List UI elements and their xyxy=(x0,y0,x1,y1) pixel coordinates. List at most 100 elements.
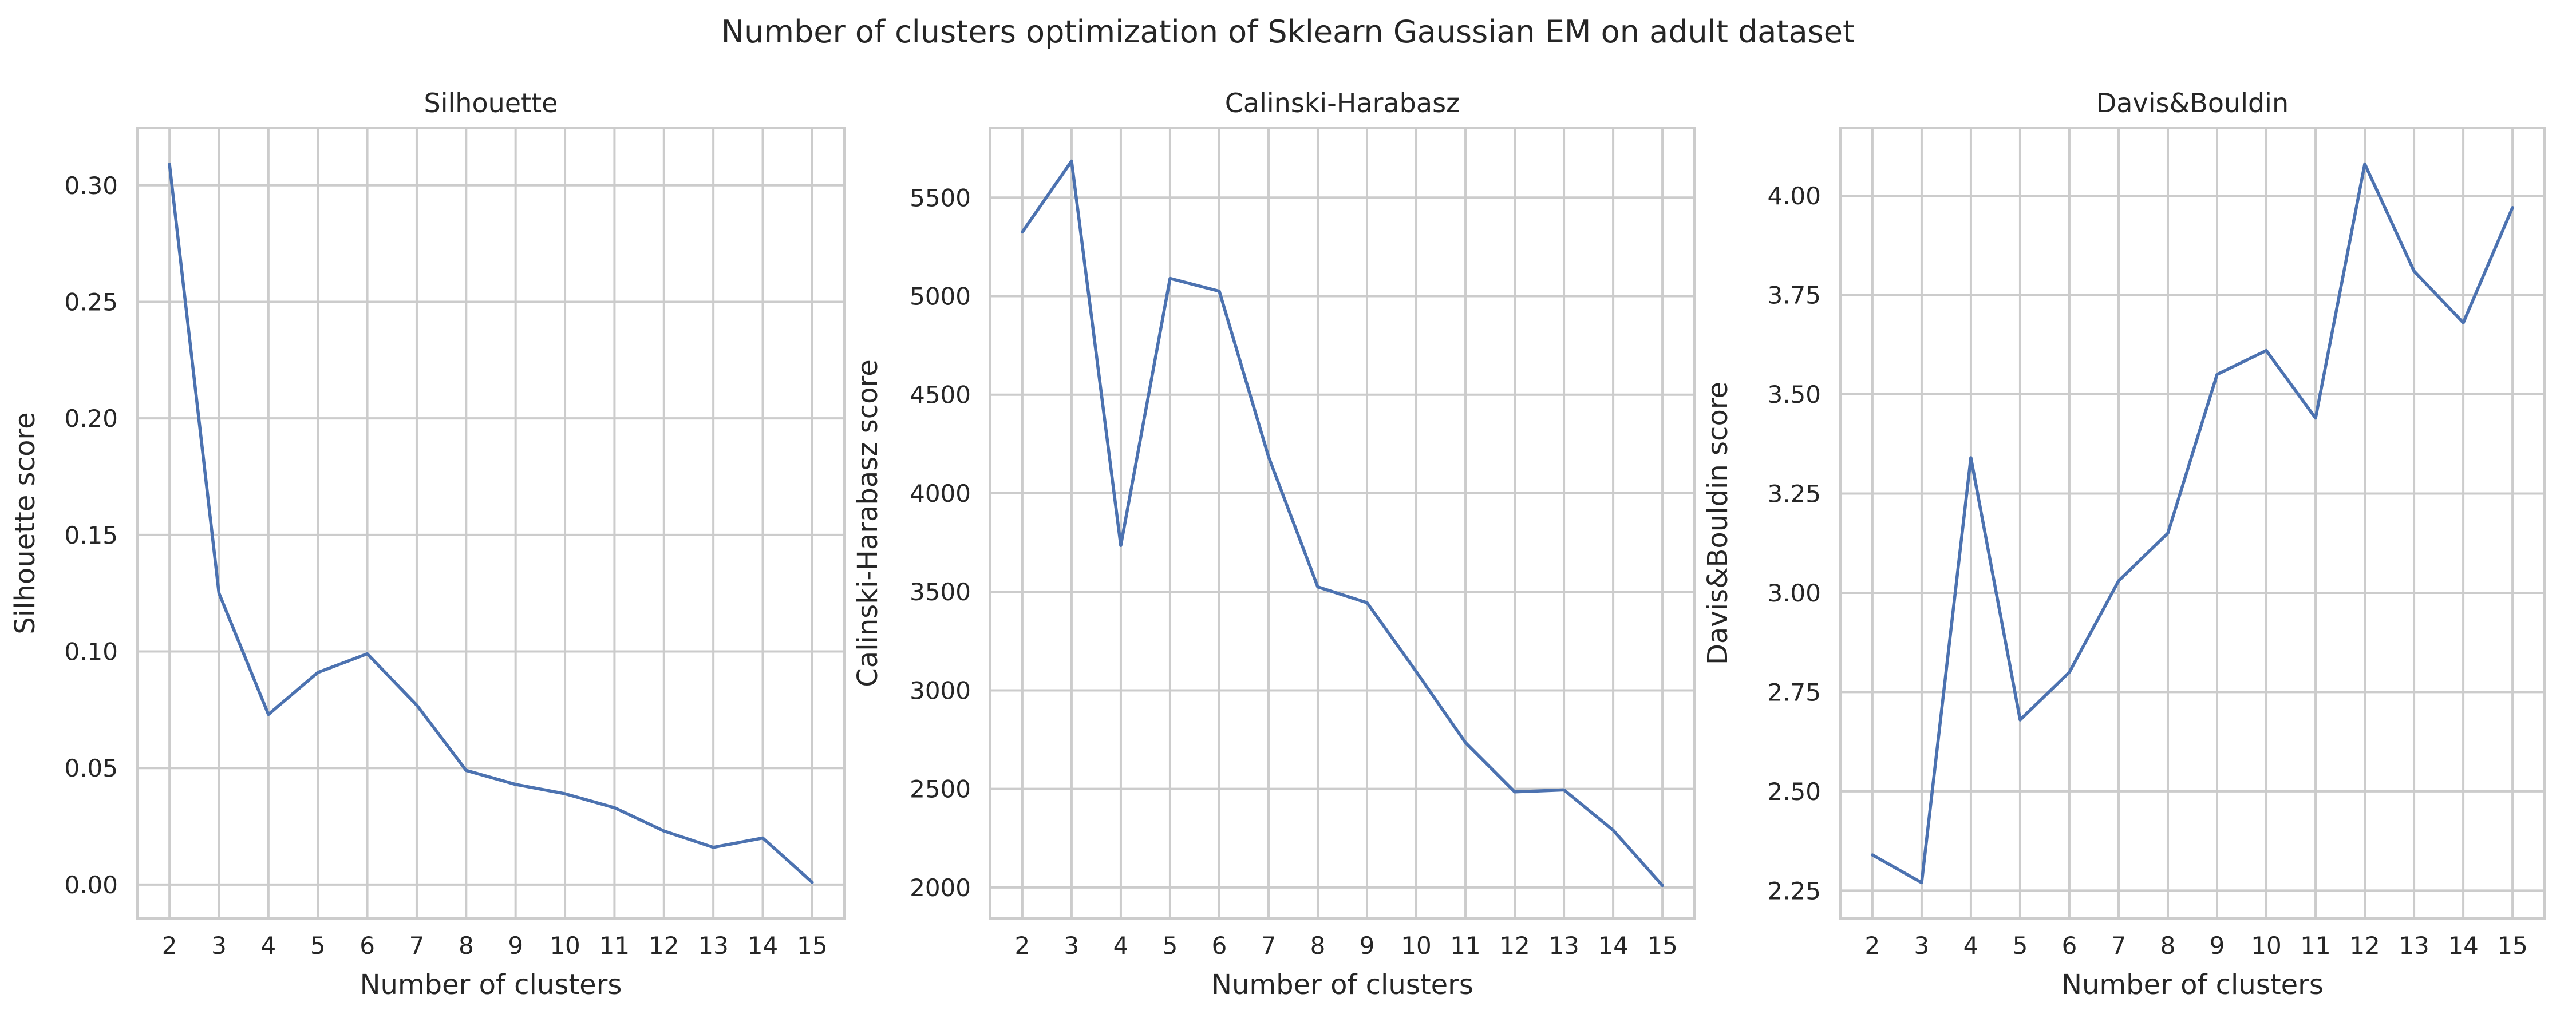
x-tick-label: 12 xyxy=(2349,932,2380,960)
x-tick-label: 13 xyxy=(698,932,728,960)
x-tick-label: 6 xyxy=(1212,932,1227,960)
axes-frame xyxy=(1839,127,2546,920)
data-point xyxy=(168,163,171,166)
x-tick-label: 4 xyxy=(1113,932,1129,960)
x-tick-label: 15 xyxy=(2497,932,2527,960)
figure-suptitle: Number of clusters optimization of Sklea… xyxy=(721,14,1855,50)
data-point xyxy=(366,652,369,656)
x-tick-label: 6 xyxy=(2062,932,2077,960)
x-tick-label: 9 xyxy=(1360,932,1375,960)
x-tick-label: 14 xyxy=(2448,932,2478,960)
y-tick-label: 4000 xyxy=(910,480,971,508)
data-point xyxy=(2265,349,2268,352)
x-tick-label: 7 xyxy=(2111,932,2127,960)
data-point xyxy=(1513,790,1516,794)
data-point xyxy=(1119,544,1123,547)
data-point xyxy=(563,792,567,795)
axes-frame xyxy=(136,127,846,920)
y-tick-label: 2000 xyxy=(910,874,971,902)
x-tick-label: 10 xyxy=(550,932,580,960)
x-tick-label: 14 xyxy=(748,932,778,960)
y-tick-label: 3.50 xyxy=(1767,381,1821,409)
x-tick-label: 14 xyxy=(1598,932,1628,960)
x-axis-label: Number of clusters xyxy=(2061,969,2324,1001)
chart-3: 2 3 4 5 6 7 8 9 10 11 12 13 14 15 2.25 2.50 2.75 3.00 3.25… xyxy=(1702,88,2546,1001)
data-point xyxy=(1661,884,1664,887)
plot-area xyxy=(990,128,1694,918)
y-axis-label: Silhouette score xyxy=(9,412,41,634)
x-tick-label: 6 xyxy=(359,932,375,960)
y-tick-label: 0.05 xyxy=(64,754,118,782)
data-point xyxy=(1070,160,1073,163)
x-tick-label: 11 xyxy=(599,932,630,960)
x-tick-label: 8 xyxy=(459,932,474,960)
y-tick-label: 2.75 xyxy=(1767,678,1821,706)
series-line xyxy=(1871,162,2514,885)
x-tick-label: 2 xyxy=(1865,932,1880,960)
data-point xyxy=(1365,601,1369,604)
data-point xyxy=(415,703,418,707)
y-tick-label: 4500 xyxy=(910,381,971,409)
y-tick-label: 3000 xyxy=(910,676,971,704)
data-point xyxy=(2314,417,2317,420)
y-axis-label: Davis&Bouldin score xyxy=(1702,382,1734,665)
data-point xyxy=(2412,270,2416,273)
data-point xyxy=(2068,671,2071,674)
series-line xyxy=(1021,159,1664,888)
data-point xyxy=(2166,532,2170,535)
x-tick-label: 12 xyxy=(649,932,679,960)
data-point xyxy=(1218,290,1221,293)
x-tick-label: 7 xyxy=(1261,932,1277,960)
chart-title: Silhouette xyxy=(424,88,558,118)
data-point xyxy=(1871,853,1874,857)
chart-2: 2 3 4 5 6 7 8 9 10 11 12 13 14 15 2000 2500 3000 3500 4000… xyxy=(852,88,1696,1001)
data-point xyxy=(2018,718,2022,722)
y-tick-label: 4.00 xyxy=(1767,182,1821,210)
x-tick-label: 10 xyxy=(2251,932,2281,960)
data-point xyxy=(811,881,814,884)
data-point xyxy=(464,768,468,772)
x-tick-label: 3 xyxy=(1064,932,1080,960)
x-tick-label: 2 xyxy=(162,932,177,960)
y-tick-label: 3.75 xyxy=(1767,281,1821,309)
plot-area xyxy=(1840,128,2545,918)
data-point xyxy=(1316,585,1319,589)
y-tick-label: 0.15 xyxy=(64,521,118,549)
x-tick-label: 12 xyxy=(1499,932,1530,960)
y-tick-label: 3.00 xyxy=(1767,579,1821,607)
x-tick-label: 15 xyxy=(797,932,827,960)
y-tick-label: 3500 xyxy=(910,578,971,606)
data-point xyxy=(662,829,666,833)
data-point xyxy=(1920,881,1923,885)
data-point xyxy=(761,836,765,839)
data-point xyxy=(1969,456,1973,459)
chart-title: Calinski-Harabasz xyxy=(1225,88,1460,118)
x-tick-label: 11 xyxy=(1450,932,1480,960)
x-axis-label: Number of clusters xyxy=(1211,969,1473,1001)
data-point xyxy=(712,846,715,849)
data-point xyxy=(316,671,319,674)
data-point xyxy=(514,783,517,786)
data-point xyxy=(2462,321,2465,324)
y-tick-label: 2500 xyxy=(910,775,971,803)
y-tick-label: 2.50 xyxy=(1767,778,1821,806)
x-tick-label: 4 xyxy=(1963,932,1979,960)
x-tick-label: 13 xyxy=(1548,932,1579,960)
y-tick-label: 5000 xyxy=(910,282,971,310)
data-point xyxy=(2511,206,2514,209)
axes-frame xyxy=(989,127,1696,920)
x-tick-label: 13 xyxy=(2399,932,2429,960)
x-tick-label: 4 xyxy=(260,932,276,960)
x-tick-label: 10 xyxy=(1401,932,1431,960)
y-tick-label: 3.25 xyxy=(1767,480,1821,508)
y-tick-label: 0.25 xyxy=(64,288,118,316)
series-line xyxy=(168,163,814,884)
data-point xyxy=(2215,373,2219,376)
y-tick-label: 2.25 xyxy=(1767,877,1821,905)
y-tick-label: 0.10 xyxy=(64,638,118,666)
x-tick-label: 9 xyxy=(508,932,523,960)
x-axis-label: Number of clusters xyxy=(360,969,622,1001)
y-tick-label: 0.20 xyxy=(64,405,118,433)
